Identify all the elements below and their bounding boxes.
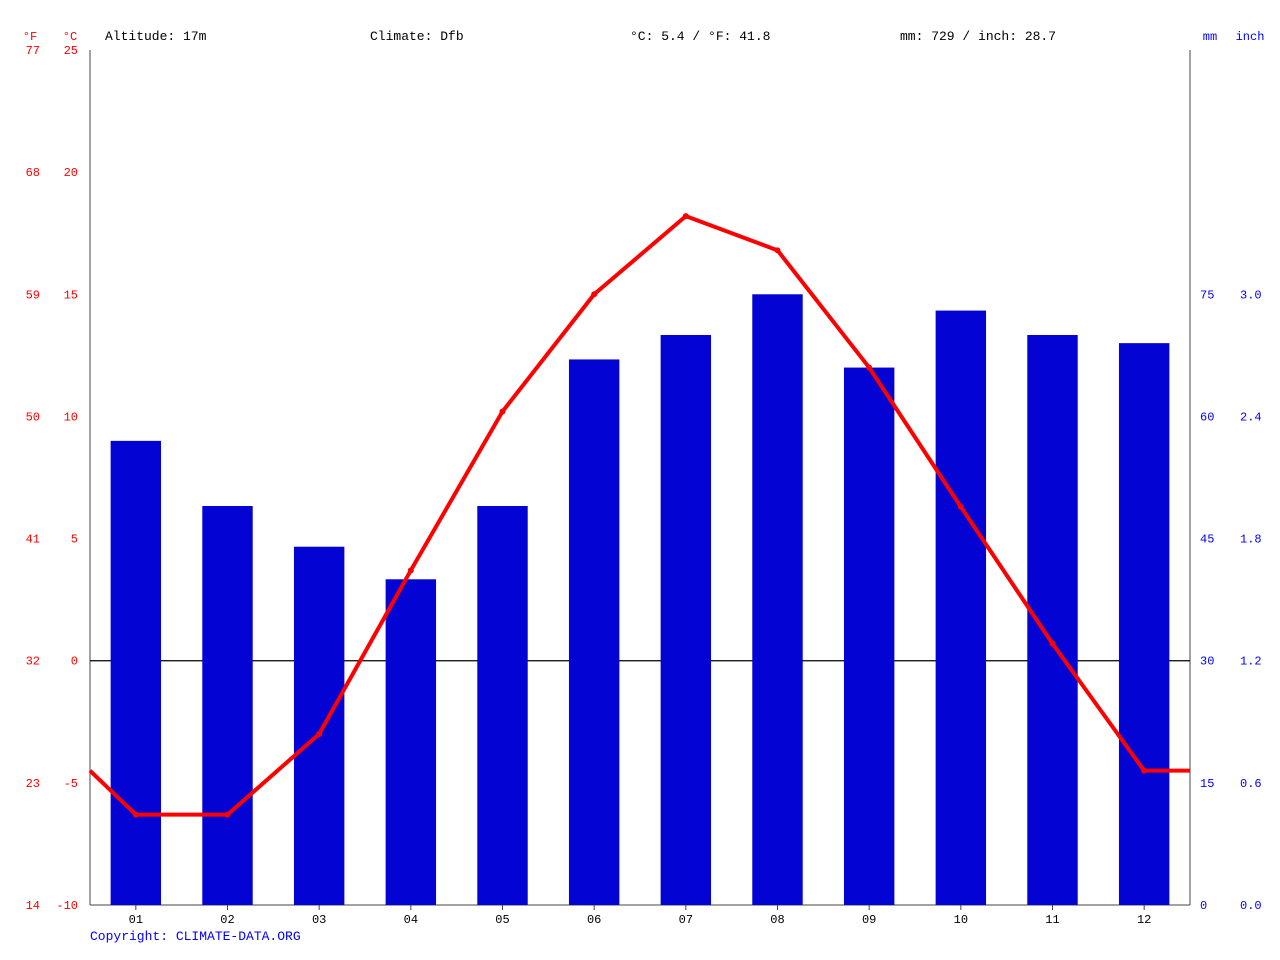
ytick-c: 0 <box>71 655 78 669</box>
ytick-inch: 0.0 <box>1240 899 1262 913</box>
xtick: 04 <box>404 913 418 927</box>
ytick-mm: 30 <box>1200 655 1214 669</box>
xtick: 03 <box>312 913 326 927</box>
unit-c: °C <box>63 30 77 44</box>
ytick-c: -5 <box>64 777 78 791</box>
xtick: 01 <box>129 913 143 927</box>
ytick-f: 59 <box>26 288 40 302</box>
ytick-inch: 0.6 <box>1240 777 1262 791</box>
header-altitude: Altitude: 17m <box>105 29 207 44</box>
precip-bar <box>477 506 527 905</box>
ytick-f: 50 <box>26 410 40 424</box>
ytick-inch: 1.8 <box>1240 533 1262 547</box>
header-climate: Climate: Dfb <box>370 29 464 44</box>
ytick-f: 77 <box>26 44 40 58</box>
ytick-mm: 0 <box>1200 899 1207 913</box>
precip-bar <box>936 311 986 905</box>
ytick-c: 20 <box>64 166 78 180</box>
ytick-c: -10 <box>56 899 78 913</box>
xtick: 11 <box>1045 913 1059 927</box>
unit-inch: inch <box>1236 30 1265 44</box>
xtick: 09 <box>862 913 876 927</box>
ytick-mm: 60 <box>1200 410 1214 424</box>
precip-bar <box>1119 343 1169 905</box>
ytick-mm: 15 <box>1200 777 1214 791</box>
xtick: 06 <box>587 913 601 927</box>
temp-marker <box>500 409 506 415</box>
ytick-f: 41 <box>26 533 40 547</box>
ytick-c: 5 <box>71 533 78 547</box>
precip-bar <box>569 359 619 905</box>
precip-bar <box>386 579 436 905</box>
precip-bar <box>294 547 344 905</box>
temp-marker <box>1050 641 1056 647</box>
temp-marker <box>316 731 322 737</box>
temp-marker <box>1141 768 1147 774</box>
ytick-inch: 1.2 <box>1240 655 1262 669</box>
climate-chart: Altitude: 17m Climate: Dfb °C: 5.4 / °F: 4… <box>0 0 1280 960</box>
ytick-inch: 3.0 <box>1240 288 1262 302</box>
ytick-mm: 75 <box>1200 288 1214 302</box>
temp-marker <box>408 567 414 573</box>
unit-f: °F <box>23 30 37 44</box>
header-temp: °C: 5.4 / °F: 41.8 <box>630 29 770 44</box>
ytick-inch: 2.4 <box>1240 410 1262 424</box>
ytick-mm: 45 <box>1200 533 1214 547</box>
precip-bar <box>202 506 252 905</box>
xtick: 02 <box>220 913 234 927</box>
ytick-c: 10 <box>64 410 78 424</box>
ytick-f: 32 <box>26 655 40 669</box>
temp-marker <box>958 504 964 510</box>
temp-marker <box>683 213 689 219</box>
precip-bar <box>844 368 894 905</box>
ytick-f: 14 <box>26 899 40 913</box>
xtick: 08 <box>770 913 784 927</box>
temp-line <box>90 216 1190 815</box>
chart-svg: Altitude: 17m Climate: Dfb °C: 5.4 / °F: 4… <box>0 0 1280 960</box>
xtick: 05 <box>495 913 509 927</box>
unit-mm: mm <box>1203 30 1217 44</box>
xtick: 10 <box>954 913 968 927</box>
ytick-f: 23 <box>26 777 40 791</box>
xtick: 07 <box>679 913 693 927</box>
temp-marker <box>591 291 597 297</box>
precip-bar <box>752 294 802 905</box>
ytick-c: 15 <box>64 288 78 302</box>
xtick: 12 <box>1137 913 1151 927</box>
precip-bar <box>111 441 161 905</box>
ytick-c: 25 <box>64 44 78 58</box>
copyright: Copyright: CLIMATE-DATA.ORG <box>90 929 301 944</box>
precip-bar <box>661 335 711 905</box>
temp-marker <box>225 812 231 818</box>
temp-marker <box>133 812 139 818</box>
temp-marker <box>866 365 872 371</box>
temp-marker <box>775 247 781 253</box>
header-precip: mm: 729 / inch: 28.7 <box>900 29 1056 44</box>
ytick-f: 68 <box>26 166 40 180</box>
